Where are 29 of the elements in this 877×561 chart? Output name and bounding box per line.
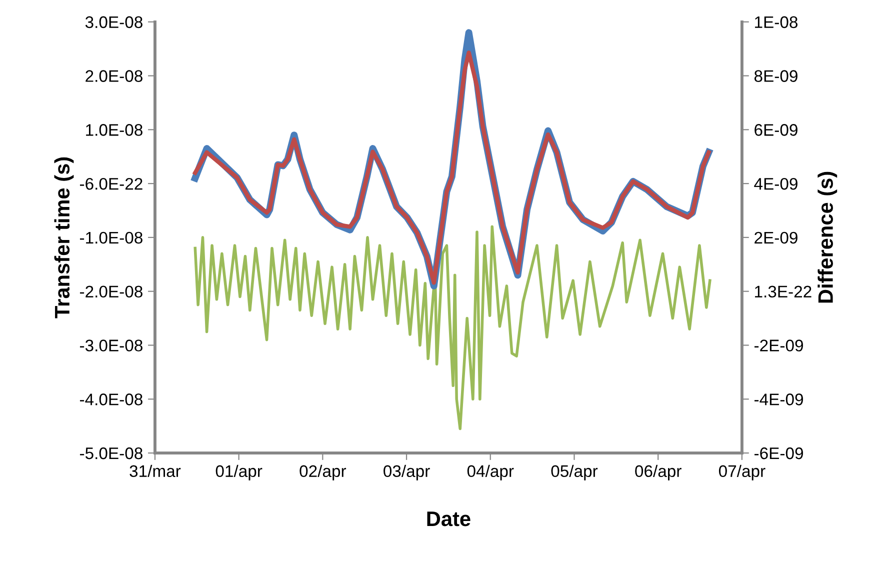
y-tick-label: -2.0E-08 xyxy=(80,286,142,298)
y2-tick-label: 4E-09 xyxy=(754,178,798,190)
x-tick-label: 03/apr xyxy=(384,464,430,480)
y2-tick-label: 8E-09 xyxy=(754,70,798,82)
y2-tick-label: 2E-09 xyxy=(754,232,798,244)
y-axis-title: Transfer time (s) xyxy=(54,157,74,318)
x-tick-label: 31/mar xyxy=(130,464,181,478)
y2-tick-label: 6E-09 xyxy=(754,124,798,136)
y-tick-label: -5.0E-08 xyxy=(80,447,142,460)
y-tick-label: -6.0E-22 xyxy=(80,178,142,190)
y2-tick-label: -4E-09 xyxy=(754,394,803,406)
x-tick-label: 04/apr xyxy=(467,464,514,480)
y2-tick-label: 1.3E-22 xyxy=(755,286,812,298)
x-axis-title: Date xyxy=(427,512,470,526)
x-tick-label: 02/apr xyxy=(300,464,346,480)
x-tick-label: 01/apr xyxy=(216,464,262,480)
y2-tick-label: -2E-09 xyxy=(754,340,803,352)
x-tick-label: 06/apr xyxy=(635,464,682,480)
y-tick-label: 1.0E-08 xyxy=(86,124,142,136)
y-tick-label: -1.0E-08 xyxy=(80,232,142,244)
x-tick-label: 07/apr xyxy=(718,464,766,480)
y2-tick-label: 1E-08 xyxy=(755,16,798,28)
y-tick-label: 3.0E-08 xyxy=(85,16,142,28)
x-tick-label: 05/apr xyxy=(551,464,598,480)
y-tick-label: 2.0E-08 xyxy=(86,70,142,82)
y-tick-label: -3.0E-08 xyxy=(80,340,142,352)
y-tick-label: -4.0E-08 xyxy=(80,394,142,406)
y2-tick-label: -6E-09 xyxy=(754,447,803,460)
y2-axis-title: Difference (s) xyxy=(818,172,838,303)
